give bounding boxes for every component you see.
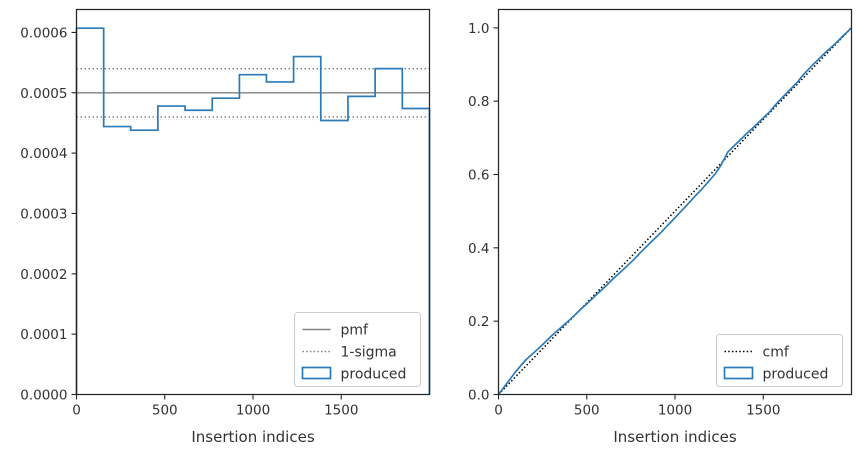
- cmf-x-tick-label: 1000: [658, 403, 692, 419]
- pmf-y-tick-label: 0.0004: [20, 146, 67, 162]
- pmf-legend-label-pmf: pmf: [341, 323, 370, 339]
- cmf-x-tick-label: 1500: [746, 403, 780, 419]
- pmf-ticks: 0 500 1000 1500 0.0000 0.0001 0.0002 0.0003 0.00…: [20, 25, 358, 418]
- cmf-y-tick-label: 0.8: [468, 94, 489, 110]
- cmf-y-tick-label: 1.0: [468, 21, 489, 37]
- pmf-x-axis-label: Insertion indices: [191, 428, 314, 446]
- pmf-y-tick-label: 0.0001: [20, 327, 67, 343]
- pmf-x-tick-label: 0: [72, 403, 81, 419]
- pmf-legend-label-produced: produced: [341, 367, 407, 383]
- cmf-ticks: 0 500 1000 1500 0.0 0.2 0.4 0.6 0.8 1.0: [468, 21, 780, 419]
- pmf-x-tick-label: 1000: [236, 403, 270, 419]
- pmf-series-produced-line: [75, 27, 431, 395]
- cmf-x-tick-label: 0: [494, 403, 503, 419]
- cmf-y-tick-label: 0.4: [468, 241, 489, 257]
- cmf-legend-box: [716, 334, 843, 387]
- pmf-y-tick-label: 0.0002: [20, 267, 67, 283]
- pmf-reference-lines: [76, 67, 430, 118]
- pmf-y-tick-label: 0.0006: [20, 25, 67, 41]
- pmf-legend-label-1-sigma: 1-sigma: [341, 345, 397, 361]
- pmf-y-tick-label: 0.0003: [20, 206, 67, 222]
- pmf-legend-handle-produced: [301, 366, 332, 380]
- cmf-series-group: [497, 27, 853, 396]
- pmf-y-tick-label: 0.0005: [20, 86, 67, 102]
- cmf-legend-label-cmf: cmf: [763, 345, 790, 361]
- pmf-series-group: [75, 27, 431, 395]
- pmf-y-tick-label: 0.0000: [20, 388, 67, 404]
- pmf-panel: 0 500 1000 1500 0.0000 0.0001 0.0002 0.0003 0.00…: [20, 8, 431, 446]
- pmf-x-tick-label: 1500: [324, 403, 358, 419]
- cmf-y-tick-label: 0.0: [468, 388, 489, 404]
- cmf-x-tick-label: 500: [574, 403, 600, 419]
- cmf-legend: cmf produced: [716, 334, 843, 387]
- pmf-x-tick-label: 500: [152, 403, 178, 419]
- cmf-series-produced-line: [497, 27, 853, 396]
- cmf-y-tick-label: 0.6: [468, 168, 489, 184]
- cmf-panel: 0 500 1000 1500 0.0 0.2 0.4 0.6 0.8 1.0 Insertion…: [468, 8, 853, 446]
- cmf-legend-label-produced: produced: [763, 367, 829, 383]
- cmf-y-tick-label: 0.2: [468, 314, 489, 330]
- cmf-legend-handle-produced: [723, 366, 754, 380]
- cmf-x-axis-label: Insertion indices: [613, 428, 736, 446]
- pmf-legend: pmf 1-sigma produced: [294, 312, 421, 387]
